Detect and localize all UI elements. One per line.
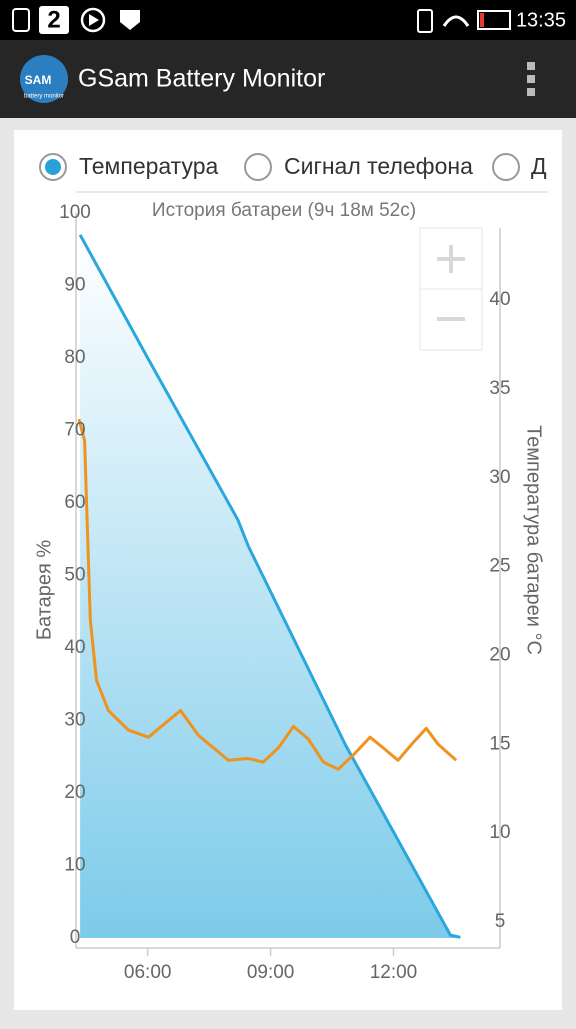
y-tick-label: 10 bbox=[64, 855, 85, 876]
y-tick-label: 80 bbox=[64, 347, 85, 368]
x-tick-label: 09:00 bbox=[247, 962, 295, 983]
area bbox=[80, 234, 461, 939]
y2-tick-label: 5 bbox=[495, 911, 506, 932]
radio-selected[interactable] bbox=[39, 153, 67, 181]
line bbox=[77, 418, 458, 771]
overflow-menu[interactable] bbox=[527, 62, 535, 96]
shield-icon bbox=[120, 10, 140, 30]
badge: 2 bbox=[47, 6, 60, 33]
logo-text: SAM bbox=[25, 73, 52, 87]
line bbox=[78, 234, 461, 939]
y-tick-label: 100 bbox=[59, 202, 91, 223]
y-tick-label: 90 bbox=[64, 275, 85, 296]
option-label[interactable]: Сигнал телефона bbox=[284, 153, 473, 179]
option-label[interactable]: Д bbox=[531, 153, 547, 179]
app-title: GSam Battery Monitor bbox=[78, 65, 325, 93]
logo-subtitle: battery monitor bbox=[24, 94, 64, 100]
y-tick-label: 70 bbox=[64, 420, 85, 441]
radio[interactable] bbox=[244, 153, 272, 181]
y2-tick-label: 40 bbox=[489, 289, 510, 310]
y2-tick-label: 30 bbox=[489, 467, 510, 488]
vibrate-icon bbox=[417, 9, 433, 33]
y-tick-label: 0 bbox=[70, 927, 81, 948]
y-tick-label: 60 bbox=[64, 492, 85, 513]
chart-title: История батареи (9ч 18м 52с) bbox=[152, 200, 416, 221]
status-bar bbox=[0, 0, 576, 40]
play-icon bbox=[80, 7, 106, 33]
logo bbox=[20, 55, 68, 103]
y-axis-label: Батарея % bbox=[33, 540, 55, 641]
y-tick-label: 20 bbox=[64, 782, 85, 803]
zoom-controls[interactable] bbox=[419, 227, 483, 351]
play-triangle bbox=[89, 14, 99, 26]
zoom-in[interactable] bbox=[437, 245, 465, 273]
y-tick-label: 50 bbox=[64, 565, 85, 586]
radio[interactable] bbox=[492, 153, 520, 181]
app-bar bbox=[0, 40, 576, 118]
y2-tick-label: 10 bbox=[489, 822, 510, 843]
clock: 13:35 bbox=[516, 9, 566, 31]
battery-icon bbox=[477, 10, 511, 30]
badge-bg bbox=[39, 6, 69, 34]
y2-axis-label: Температура батареи °C bbox=[523, 425, 545, 655]
y2-tick-label: 35 bbox=[489, 378, 510, 399]
y2-tick-label: 20 bbox=[489, 644, 510, 665]
option-label[interactable]: Температура bbox=[79, 153, 219, 179]
x-tick-label: 12:00 bbox=[370, 962, 418, 983]
radio-dot bbox=[45, 159, 61, 175]
chart: 0 10 20 30 40 50 60 70 80 90 100 5 10 15 20 25 30 35 40 06:… bbox=[59, 202, 510, 983]
y2-tick-label: 15 bbox=[489, 733, 510, 754]
y-tick-label: 40 bbox=[64, 637, 85, 658]
battery-level bbox=[480, 13, 484, 27]
notification-icon bbox=[12, 8, 30, 32]
wifi-icon bbox=[442, 15, 470, 27]
x-tick-label: 06:00 bbox=[124, 962, 172, 983]
y2-tick-label: 25 bbox=[489, 556, 510, 577]
y-tick-label: 30 bbox=[64, 710, 85, 731]
